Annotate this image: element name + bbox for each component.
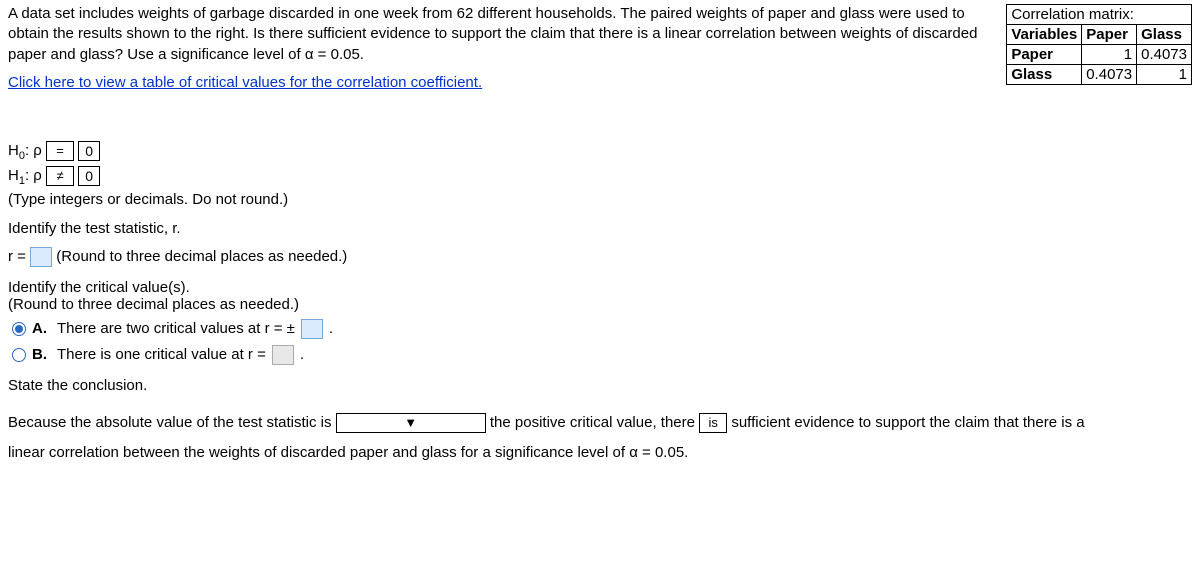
corr-v22: 1 xyxy=(1137,65,1192,85)
teststat-instruction: (Round to three decimal places as needed… xyxy=(56,248,347,265)
teststat-prompt: Identify the test statistic, r. xyxy=(8,220,1192,237)
r-prefix: r = xyxy=(8,248,26,265)
corr-title: Correlation matrix: xyxy=(1007,5,1192,25)
concl-1c: sufficient evidence to support the claim… xyxy=(731,414,1084,431)
option-b-text: There is one critical value at r = xyxy=(57,346,266,363)
option-b-period: . xyxy=(300,346,304,363)
corr-v12: 0.4073 xyxy=(1137,45,1192,65)
h1-rho: : ρ xyxy=(25,167,42,184)
concl-1b: the positive critical value, there xyxy=(490,414,695,431)
corr-v21: 0.4073 xyxy=(1082,65,1137,85)
h1-operator-select[interactable]: ≠ xyxy=(46,166,74,186)
correlation-matrix: Correlation matrix: Variables Paper Glas… xyxy=(1006,4,1192,85)
concl-1a: Because the absolute value of the test s… xyxy=(8,414,332,431)
critical-values-link[interactable]: Click here to view a table of critical v… xyxy=(8,73,482,93)
chevron-down-icon: ▼ xyxy=(404,415,417,430)
h1-row: H1: ρ ≠ 0 xyxy=(8,166,1192,187)
h1-h: H xyxy=(8,167,19,184)
h0-operator-select[interactable]: = xyxy=(46,141,74,161)
corr-v11: 1 xyxy=(1082,45,1137,65)
concl-line2: linear correlation between the weights o… xyxy=(8,444,688,461)
critval-prompt: Identify the critical value(s). xyxy=(8,279,1192,296)
corr-row-glass: Glass xyxy=(1007,65,1082,85)
option-b-label: B. xyxy=(32,346,47,363)
h0-h: H xyxy=(8,142,19,159)
option-a-radio[interactable] xyxy=(12,322,26,336)
option-a-label: A. xyxy=(32,320,47,337)
conclusion-prompt: State the conclusion. xyxy=(8,377,1192,394)
h0-rho: : ρ xyxy=(25,142,42,159)
h0-value-input[interactable]: 0 xyxy=(78,141,100,161)
critval-instruction: (Round to three decimal places as needed… xyxy=(8,296,1192,313)
r-value-input[interactable] xyxy=(30,247,52,267)
concl-is-select[interactable]: is xyxy=(699,413,727,433)
corr-row-paper: Paper xyxy=(1007,45,1082,65)
h1-value-input[interactable]: 0 xyxy=(78,166,100,186)
corr-h-paper: Paper xyxy=(1082,25,1137,45)
option-a-text: There are two critical values at r = ± xyxy=(57,320,295,337)
option-b-input[interactable] xyxy=(272,345,294,365)
option-b-radio[interactable] xyxy=(12,348,26,362)
corr-h-glass: Glass xyxy=(1137,25,1192,45)
option-a-period: . xyxy=(329,320,333,337)
option-a-input[interactable] xyxy=(301,319,323,339)
hyp-instruction: (Type integers or decimals. Do not round… xyxy=(8,191,1192,208)
h0-row: H0: ρ = 0 xyxy=(8,141,1192,162)
concl-compare-select[interactable]: ▼ xyxy=(336,413,486,433)
corr-h-var: Variables xyxy=(1007,25,1082,45)
problem-text: A data set includes weights of garbage d… xyxy=(8,5,977,63)
